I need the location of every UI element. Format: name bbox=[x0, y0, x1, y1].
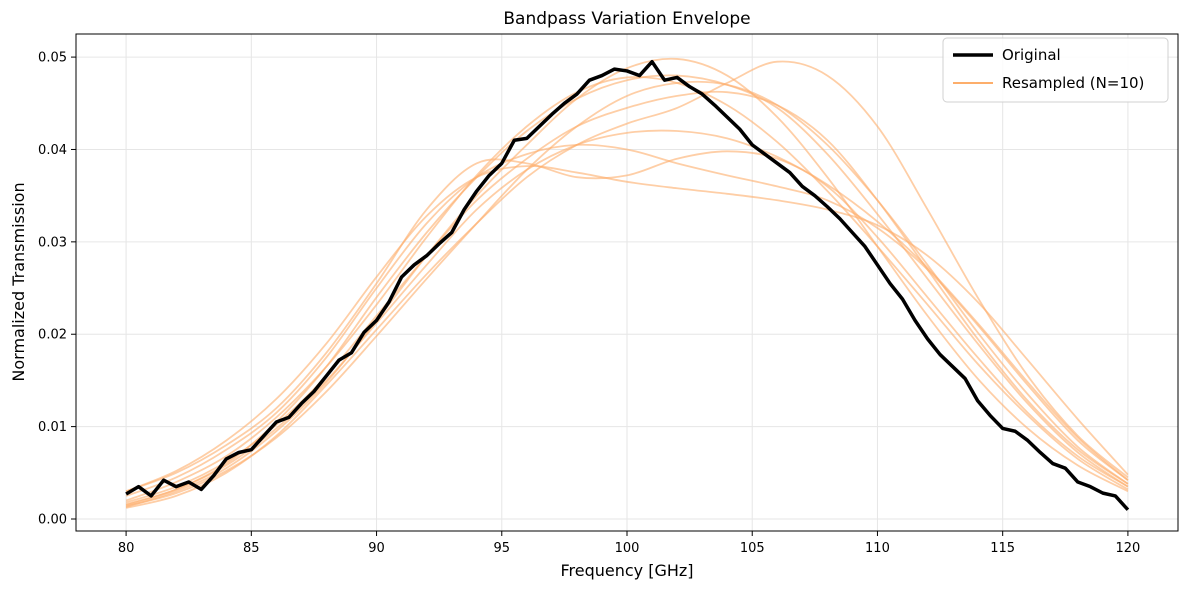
chart-title: Bandpass Variation Envelope bbox=[503, 9, 750, 29]
resampled-series-line-6 bbox=[125, 57, 1129, 508]
x-tick-label: 95 bbox=[493, 541, 510, 556]
legend: Original Resampled (N=10) bbox=[942, 37, 1169, 103]
x-tick-label: 115 bbox=[990, 541, 1015, 556]
y-tick-label: 0.00 bbox=[38, 512, 67, 527]
resampled-series-line-3 bbox=[125, 60, 1129, 509]
legend-label-original: Original bbox=[1002, 46, 1061, 64]
legend-box bbox=[942, 37, 1169, 103]
resampled-series-line-1 bbox=[125, 74, 1129, 506]
y-tick-label: 0.04 bbox=[38, 143, 67, 158]
x-tick-label: 110 bbox=[865, 541, 890, 556]
y-tick-label: 0.05 bbox=[38, 51, 67, 66]
x-tick-label: 120 bbox=[1115, 541, 1140, 556]
x-tick-label: 90 bbox=[368, 541, 385, 556]
x-tick-label: 80 bbox=[118, 541, 135, 556]
x-tick-label: 105 bbox=[740, 541, 765, 556]
y-tick-label: 0.01 bbox=[38, 420, 67, 435]
y-tick-label: 0.02 bbox=[38, 328, 67, 343]
resampled-series-line-8 bbox=[125, 80, 1129, 507]
y-tick-label: 0.03 bbox=[38, 235, 67, 250]
legend-label-resampled: Resampled (N=10) bbox=[1002, 74, 1144, 92]
resampled-series-line-2 bbox=[125, 150, 1129, 493]
tick-layer: 80 85 90 95 100 105 110 115 120 0.00 0.01 0.02 0.03 0… bbox=[38, 51, 1140, 556]
series-layer bbox=[125, 57, 1130, 511]
resampled-series-line-9 bbox=[125, 76, 1129, 502]
original-series-line bbox=[125, 59, 1130, 511]
x-axis-title: Frequency [GHz] bbox=[560, 561, 693, 580]
y-axis-title: Normalized Transmission bbox=[9, 182, 28, 381]
x-tick-label: 85 bbox=[243, 541, 260, 556]
x-tick-label: 100 bbox=[615, 541, 640, 556]
resampled-series-line-7 bbox=[125, 165, 1129, 493]
resampled-series-line-4 bbox=[125, 143, 1129, 497]
